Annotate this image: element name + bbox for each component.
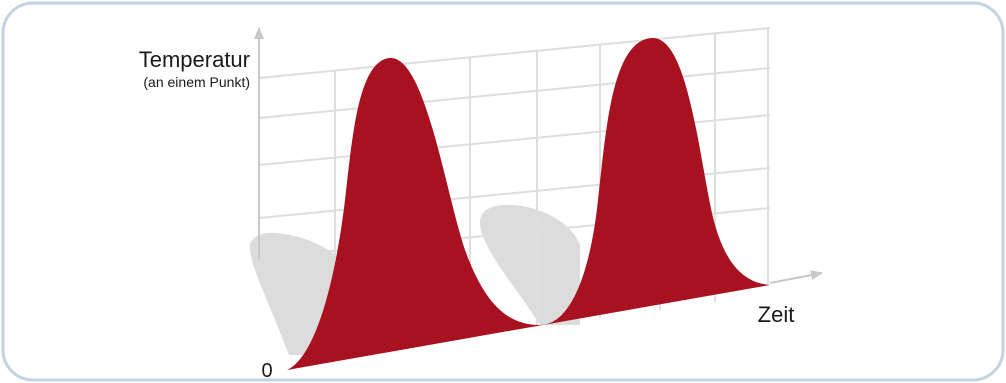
origin-label: 0	[261, 360, 272, 382]
x-axis	[769, 270, 823, 284]
x-axis-label: Zeit	[758, 302, 795, 327]
y-axis-label: Temperatur	[139, 47, 250, 72]
y-axis-sublabel: (an einem Punkt)	[143, 74, 250, 90]
temperature-wave	[287, 37, 770, 371]
